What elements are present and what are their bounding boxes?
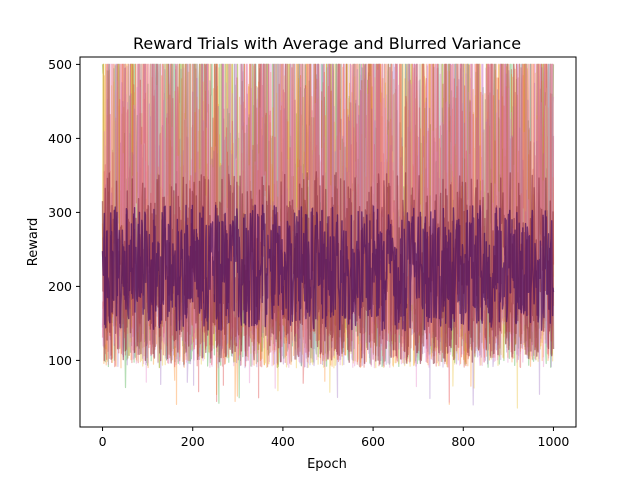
x-tick-label: 800 bbox=[451, 434, 475, 449]
x-tick-label: 0 bbox=[99, 434, 107, 449]
y-tick-label: 300 bbox=[48, 205, 72, 220]
series-layer bbox=[101, 63, 555, 409]
x-tick-label: 400 bbox=[271, 434, 295, 449]
x-tick-label: 600 bbox=[361, 434, 385, 449]
y-axis-label: Reward bbox=[26, 218, 41, 266]
x-axis-ticks: 0 200 400 600 800 1000 bbox=[99, 427, 570, 449]
x-tick-label: 1000 bbox=[538, 434, 570, 449]
plot-frame bbox=[79, 56, 577, 428]
y-tick-label: 200 bbox=[48, 279, 72, 294]
y-axis-ticks: 100 200 300 400 500 bbox=[48, 57, 80, 368]
trial-series-line bbox=[101, 63, 555, 406]
y-tick-label: 500 bbox=[48, 57, 72, 72]
average-line bbox=[101, 204, 555, 332]
chart-title: Reward Trials with Average and Blurred V… bbox=[133, 34, 521, 53]
blurred-variance-line bbox=[101, 171, 555, 365]
y-tick-label: 100 bbox=[48, 353, 72, 368]
y-tick-label: 400 bbox=[48, 131, 72, 146]
trial-series-line bbox=[101, 63, 555, 402]
x-axis-label: Epoch bbox=[307, 457, 347, 472]
x-tick-label: 200 bbox=[181, 434, 205, 449]
